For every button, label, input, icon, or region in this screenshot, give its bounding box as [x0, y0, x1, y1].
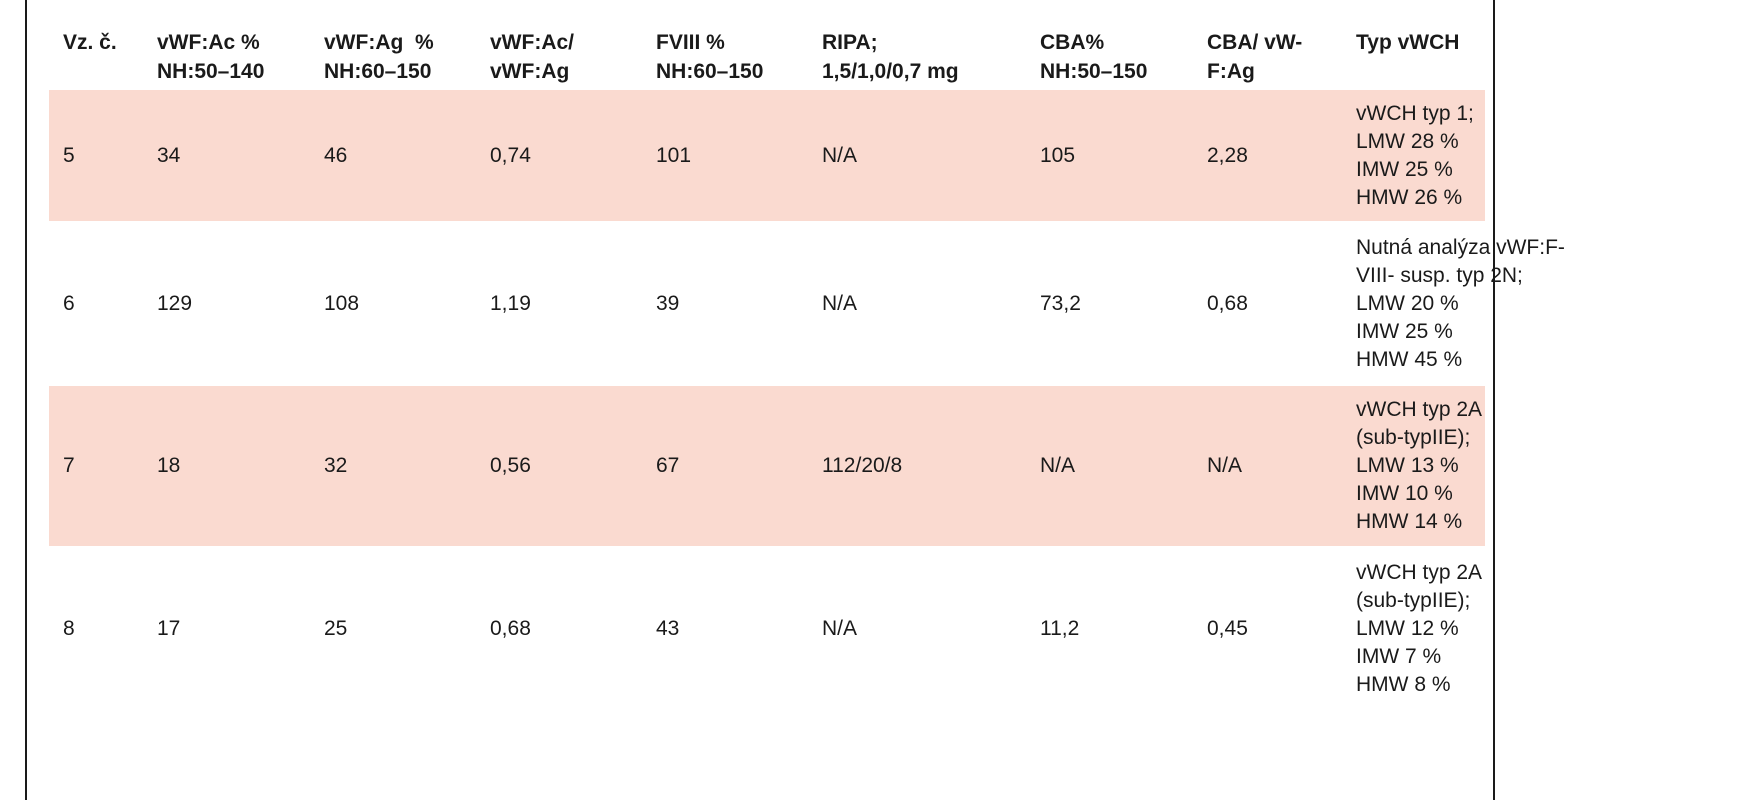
cell-vwf-ac: 129 [157, 291, 193, 315]
cell-ac-ag-ratio: 1,19 [490, 291, 531, 315]
cell-cba: 105 [1040, 143, 1076, 167]
cell-ripa: N/A [822, 616, 858, 640]
cell-cba-ag-ratio: N/A [1207, 454, 1243, 477]
header-vwch-type: Typ vWCH [1356, 31, 1460, 54]
cell-vwch-type: vWCH typ 2A (sub-typIIE); LMW 12 % IMW 7… [1356, 560, 1483, 696]
cell-cba: 11,2 [1040, 616, 1080, 640]
cell-vwch-type: vWCH typ 1; LMW 28 % IMW 25 % HMW 26 % [1356, 101, 1474, 209]
header-sample-number: Vz. č. [63, 31, 117, 54]
cell-ac-ag-ratio: 0,68 [490, 616, 531, 640]
cell-vwf-ac: 34 [157, 143, 181, 167]
table-row: 5 34 46 0,74 101 N/A 105 2,28 vWCH typ 1… [49, 90, 1485, 221]
cell-fviii: 67 [656, 454, 680, 477]
header-cba: CBA% NH:50–150 [1040, 31, 1148, 83]
cell-cba: N/A [1040, 454, 1076, 477]
table-row: 7 18 32 0,56 67 112/20/8 N/A N/A vWCH ty… [49, 386, 1485, 546]
cell-vwf-ag: 46 [324, 143, 348, 167]
cell-ripa: 112/20/8 [822, 454, 903, 477]
cell-cba-ag-ratio: 0,68 [1207, 291, 1248, 315]
cell-cba-ag-ratio: 0,45 [1207, 616, 1248, 640]
cell-vwch-type: Nutná analýza vWF:F- VIII- susp. typ 2N;… [1356, 235, 1565, 371]
cell-sample-number: 5 [63, 143, 75, 167]
header-vwf-ag: vWF:Ag % NH:60–150 [324, 31, 434, 83]
cell-fviii: 43 [656, 616, 680, 640]
table-frame [25, 0, 1495, 800]
cell-sample-number: 8 [63, 616, 75, 640]
table-header-row: Vz. č. vWF:Ac % NH:50–140 vWF:Ag % NH:60–1… [49, 28, 1485, 90]
cell-cba-ag-ratio: 2,28 [1207, 143, 1248, 167]
cell-fviii: 101 [656, 143, 692, 167]
vwf-results-table: Vz. č. vWF:Ac % NH:50–140 vWF:Ag % NH:60–1… [49, 28, 1565, 711]
cell-vwch-type: vWCH typ 2A (sub-typIIE); LMW 13 % IMW 1… [1356, 398, 1483, 533]
cell-vwf-ac: 18 [157, 454, 181, 477]
cell-sample-number: 6 [63, 291, 75, 315]
header-ripa: RIPA; 1,5/1,0/0,7 mg [822, 31, 959, 83]
table-row: 6 129 108 1,19 39 N/A 73,2 0,68 Nutná an… [49, 221, 1565, 386]
table-row: 8 17 25 0,68 43 N/A 11,2 0,45 vWCH typ 2… [49, 546, 1485, 711]
header-fviii: FVIII % NH:60–150 [656, 31, 764, 83]
cell-cba: 73,2 [1040, 291, 1081, 315]
cell-vwf-ag: 32 [324, 454, 348, 477]
cell-ripa: N/A [822, 143, 858, 167]
cell-vwf-ag: 108 [324, 291, 360, 315]
header-vwf-ac: vWF:Ac % NH:50–140 [157, 31, 265, 83]
cell-sample-number: 7 [63, 454, 75, 477]
cell-vwf-ag: 25 [324, 616, 348, 640]
header-cba-ag-ratio: CBA/ vW- F:Ag [1207, 31, 1303, 83]
cell-ac-ag-ratio: 0,56 [490, 454, 531, 477]
header-ac-ag-ratio: vWF:Ac/vWF:Ag [490, 31, 574, 83]
cell-ripa: N/A [822, 291, 858, 315]
cell-vwf-ac: 17 [157, 616, 181, 640]
cell-ac-ag-ratio: 0,74 [490, 143, 531, 167]
cell-fviii: 39 [656, 291, 680, 315]
